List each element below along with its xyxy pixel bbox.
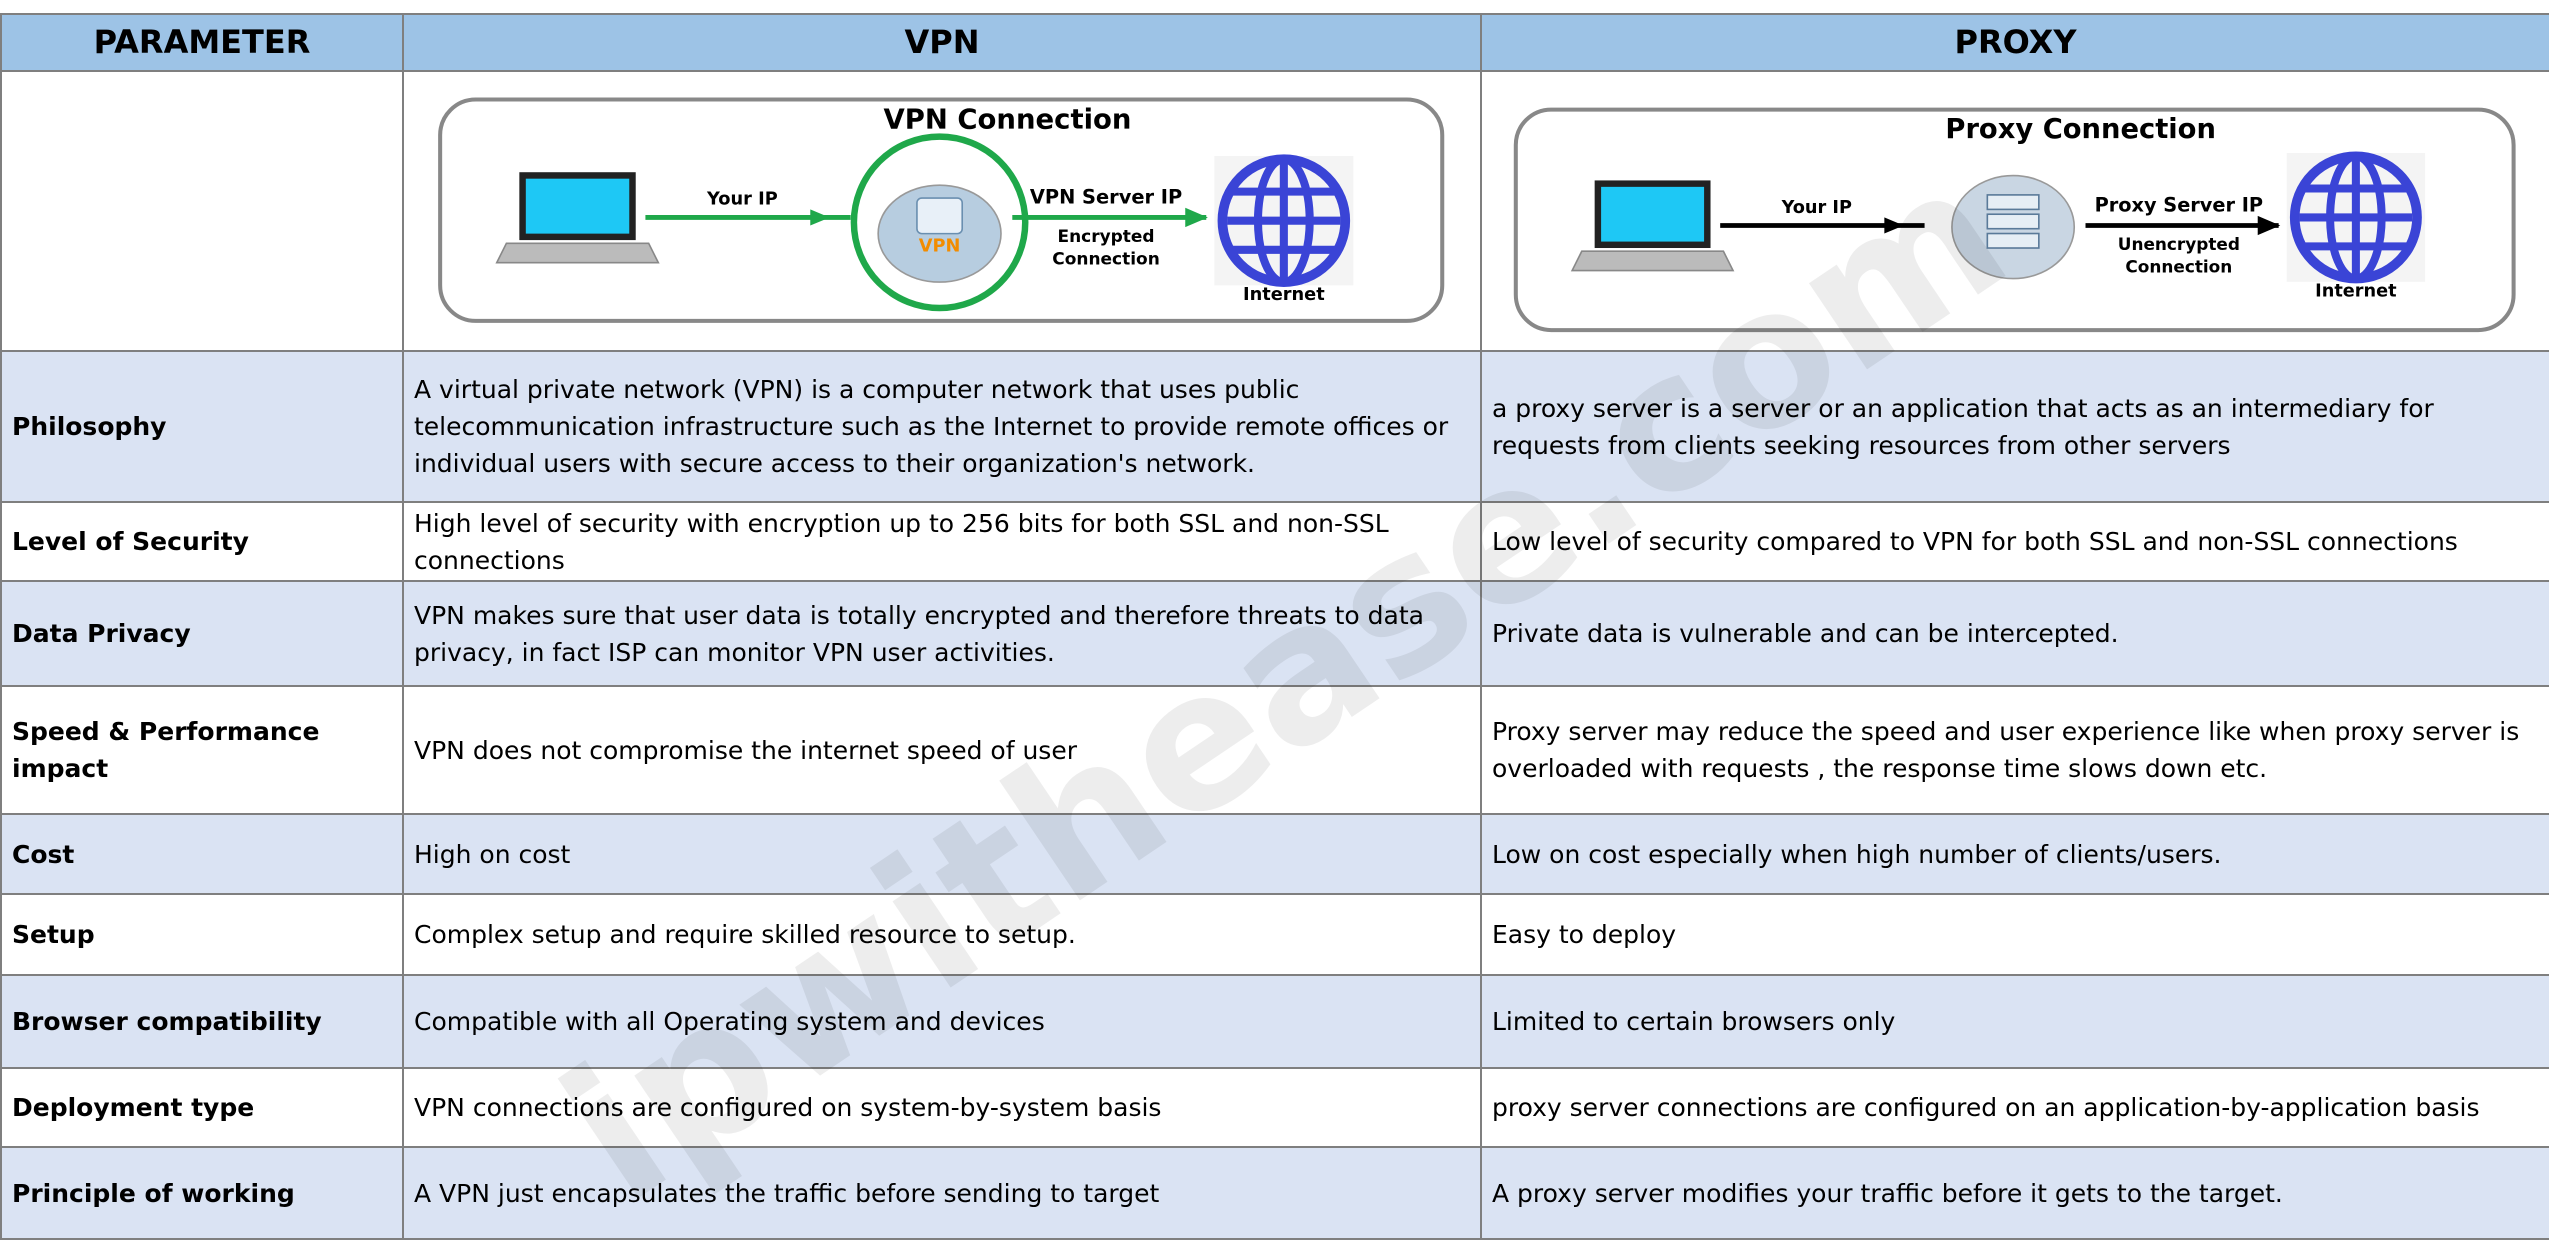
diagram-cell: Proxy Connection Your IP Proxy Server IP Un… xyxy=(1480,70,2549,352)
value-cell: VPN does not compromise the internet spe… xyxy=(402,685,1482,815)
parameter-cell: Level of Security xyxy=(0,501,404,582)
value-cell: Compatible with all Operating system and… xyxy=(402,974,1482,1069)
value-cell: Low on cost especially when high number … xyxy=(1480,813,2549,895)
parameter-cell: Philosophy xyxy=(0,350,404,503)
parameter-cell: Browser compatibility xyxy=(0,974,404,1069)
diagram-cell xyxy=(0,70,404,352)
value-cell: a proxy server is a server or an applica… xyxy=(1480,350,2549,503)
value-cell: VPN connections are configured on system… xyxy=(402,1067,1482,1148)
value-cell: Limited to certain browsers only xyxy=(1480,974,2549,1069)
value-cell: High level of security with encryption u… xyxy=(402,501,1482,582)
parameter-cell: Setup xyxy=(0,893,404,976)
edge-note: Encrypted xyxy=(1058,227,1155,247)
header-cell: VPN xyxy=(402,13,1482,72)
lock xyxy=(916,197,964,235)
parameter-cell: Data Privacy xyxy=(0,580,404,687)
server-rack xyxy=(1986,232,2040,249)
parameter-cell: Cost xyxy=(0,813,404,895)
header-cell: PARAMETER xyxy=(0,13,404,72)
diagram-title: Proxy Connection xyxy=(1945,114,2216,145)
edge-label: Your IP xyxy=(1781,198,1852,218)
arrow-head xyxy=(1185,207,1208,228)
value-cell: A VPN just encapsulates the traffic befo… xyxy=(402,1146,1482,1240)
laptop-screen xyxy=(1594,180,1711,249)
value-cell: VPN makes sure that user data is totally… xyxy=(402,580,1482,687)
diagram: VPN Connection Your IP VPN VPN Server IP Enc… xyxy=(438,97,1445,323)
laptop-base xyxy=(1570,250,1735,272)
laptop-base xyxy=(495,242,660,264)
edge-note: Connection xyxy=(2125,256,2232,276)
value-cell: proxy server connections are configured … xyxy=(1480,1067,2549,1148)
globe-label: Internet xyxy=(1243,285,1325,305)
header-cell: PROXY xyxy=(1480,13,2549,72)
lock-label: VPN xyxy=(919,237,961,257)
value-cell: A proxy server modifies your traffic bef… xyxy=(1480,1146,2549,1240)
diagram-title: VPN Connection xyxy=(883,104,1131,135)
diagram-cell: VPN Connection Your IP VPN VPN Server IP Enc… xyxy=(402,70,1482,352)
value-cell: Easy to deploy xyxy=(1480,893,2549,976)
edge-note: Connection xyxy=(1052,249,1160,269)
arrow-head xyxy=(1884,217,1904,234)
edge-label: Your IP xyxy=(706,190,778,210)
parameter-cell: Deployment type xyxy=(0,1067,404,1148)
value-cell: A virtual private network (VPN) is a com… xyxy=(402,350,1482,503)
value-cell: Private data is vulnerable and can be in… xyxy=(1480,580,2549,687)
edge-label: Proxy Server IP xyxy=(2095,194,2263,217)
value-cell: Complex setup and require skilled resour… xyxy=(402,893,1482,976)
value-cell: Low level of security compared to VPN fo… xyxy=(1480,501,2549,582)
value-cell: High on cost xyxy=(402,813,1482,895)
parameter-cell: Speed & Performance impact xyxy=(0,685,404,815)
globe-label: Internet xyxy=(2315,281,2397,301)
arrow-head xyxy=(810,209,830,226)
edge-label: VPN Server IP xyxy=(1030,186,1182,209)
laptop-screen xyxy=(519,172,636,241)
parameter-cell: Principle of working xyxy=(0,1146,404,1240)
server-rack xyxy=(1986,194,2040,211)
arrow-head xyxy=(2257,215,2281,236)
server-rack xyxy=(1986,213,2040,230)
value-cell: Proxy server may reduce the speed and us… xyxy=(1480,685,2549,815)
diagram: Proxy Connection Your IP Proxy Server IP Un… xyxy=(1513,107,2516,333)
edge-note: Unencrypted xyxy=(2118,234,2240,254)
